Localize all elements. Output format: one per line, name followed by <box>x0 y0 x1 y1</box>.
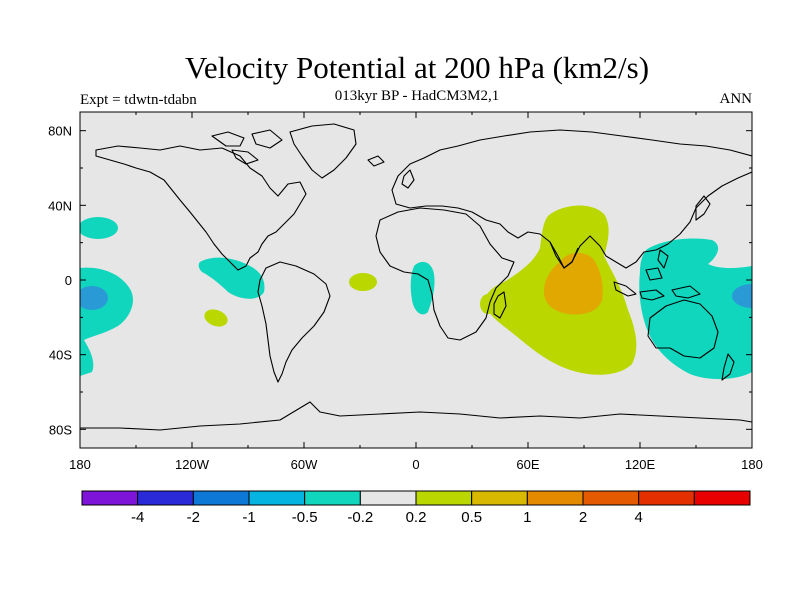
colorbar-box <box>582 490 640 506</box>
lon-tick-label: 120W <box>175 457 210 472</box>
colorbar-label: -4 <box>131 509 144 526</box>
lat-tick-label: 40S <box>49 348 72 363</box>
colorbar-label: 4 <box>634 509 642 526</box>
colorbar-box <box>415 490 473 506</box>
colorbar-box <box>359 490 417 506</box>
coastline-australia <box>647 299 719 359</box>
coastline-antarctica <box>80 401 752 431</box>
figure-title: Velocity Potential at 200 hPa (km2/s) <box>184 50 650 85</box>
lat-tick-label: 80S <box>49 422 72 437</box>
experiment-label: Expt = tdwtn-tdabn <box>80 92 197 108</box>
contour-fills <box>80 205 752 380</box>
season-label: ANN <box>719 91 753 107</box>
lon-tick-label: 120E <box>625 457 656 472</box>
colorbar-box <box>137 490 194 506</box>
coastline-north-america <box>95 145 307 271</box>
coastline-new-zealand <box>721 353 735 381</box>
coastline-africa <box>375 207 515 341</box>
colorbar: -4 -2 -1 -0.5 -0.2 0.2 0.5 1 2 4 <box>81 490 751 526</box>
coastline-greenland <box>289 123 357 179</box>
coastline-indonesia <box>613 249 701 301</box>
colorbar-label: 0.2 <box>406 509 427 526</box>
colorbar-box <box>526 490 584 506</box>
contour-positive-east-pacific <box>204 309 228 327</box>
colorbar-label: 2 <box>579 509 587 526</box>
colorbar-box <box>304 490 361 506</box>
contour-negative-west-pacific <box>639 238 752 380</box>
contour-negative-west-africa <box>410 261 435 315</box>
coastline-madagascar <box>493 291 507 319</box>
lat-tick-label: 40N <box>48 198 72 213</box>
coastline-eurasia <box>391 129 752 269</box>
contour-negative-dateline-west <box>80 286 108 310</box>
figure-subtitle: 013kyr BP - HadCM3M2,1 <box>334 88 500 104</box>
colorbar-label: 1 <box>523 509 531 526</box>
coastline-india <box>549 241 579 269</box>
latitude-axis: 80N 40N 0 40S 80S <box>48 124 752 437</box>
colorbar-label: -2 <box>187 509 200 526</box>
coastline-iceland <box>367 155 385 167</box>
contour-positive-atlantic <box>349 273 377 291</box>
colorbar-box <box>638 490 695 506</box>
contour-negative-dateline-east <box>732 284 752 308</box>
colorbar-label: 0.5 <box>461 509 482 526</box>
colorbar-label: -0.2 <box>347 509 373 526</box>
coastline-british-isles <box>401 169 415 189</box>
colorbar-label: -0.5 <box>292 509 318 526</box>
lat-tick-label: 0 <box>65 273 72 288</box>
contour-positive-core <box>544 252 603 315</box>
contour-negative-east-pacific <box>198 257 265 299</box>
lat-tick-label: 80N <box>48 124 72 139</box>
longitude-axis: 180 120W 60W 0 60E 120E 180 <box>69 112 763 472</box>
colorbar-box <box>471 490 528 506</box>
contour-positive-mozambique <box>480 294 496 314</box>
lon-tick-label: 180 <box>741 457 763 472</box>
lon-tick-label: 0 <box>412 457 419 472</box>
lon-tick-label: 60E <box>516 457 539 472</box>
coastlines <box>80 123 752 431</box>
contour-negative-north-pacific <box>80 217 118 239</box>
lon-tick-label: 180 <box>69 457 91 472</box>
colorbar-box <box>248 490 306 506</box>
colorbar-box <box>192 490 250 506</box>
colorbar-box <box>693 490 751 506</box>
coastline-south-america <box>257 261 331 383</box>
coastline-japan <box>695 195 711 221</box>
colorbar-box <box>81 490 139 506</box>
coastline-arctic-islands <box>211 129 283 165</box>
colorbar-label: -1 <box>242 509 255 526</box>
lon-tick-label: 60W <box>291 457 318 472</box>
